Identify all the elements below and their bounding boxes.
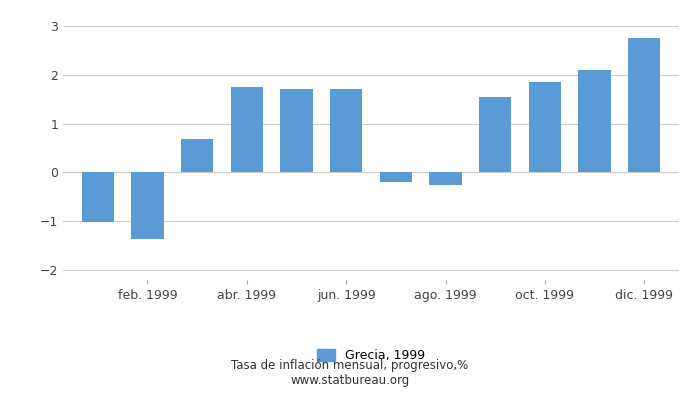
Bar [379, 172, 412, 182]
Bar [578, 70, 610, 172]
Bar [330, 89, 363, 172]
Bar [132, 172, 164, 240]
Bar [628, 38, 660, 172]
Bar [181, 139, 214, 172]
Bar [82, 172, 114, 222]
Text: www.statbureau.org: www.statbureau.org [290, 374, 410, 387]
Bar [528, 82, 561, 172]
Text: Tasa de inflación mensual, progresivo,%: Tasa de inflación mensual, progresivo,% [232, 360, 468, 372]
Bar [231, 87, 263, 172]
Bar [280, 89, 313, 172]
Bar [479, 97, 511, 172]
Bar [429, 172, 462, 185]
Legend: Grecia, 1999: Grecia, 1999 [312, 344, 430, 367]
